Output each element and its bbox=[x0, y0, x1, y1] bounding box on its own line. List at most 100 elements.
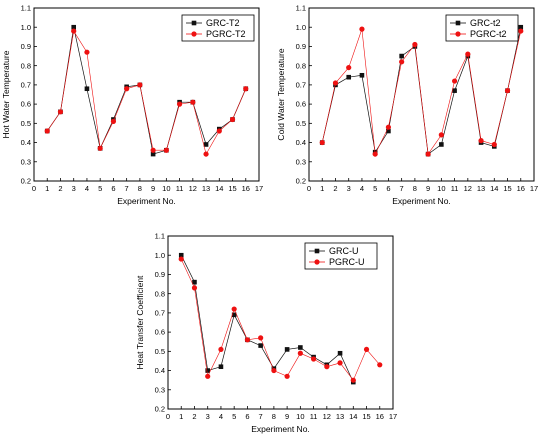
x-tick-label: 11 bbox=[451, 184, 459, 193]
x-tick-label: 15 bbox=[362, 412, 370, 421]
y-tick-label: 1.1 bbox=[21, 4, 31, 13]
series-PGRC-U bbox=[178, 256, 383, 383]
x-tick-label: 17 bbox=[389, 412, 397, 421]
data-point bbox=[137, 82, 143, 88]
x-tick-label: 2 bbox=[58, 184, 62, 193]
data-point bbox=[218, 364, 224, 370]
data-point bbox=[243, 86, 249, 92]
legend-marker bbox=[191, 31, 197, 37]
data-point bbox=[178, 256, 184, 262]
y-tick-label: 0.8 bbox=[155, 289, 165, 298]
data-point bbox=[218, 346, 224, 353]
data-point bbox=[346, 74, 352, 80]
x-tick-label: 4 bbox=[219, 412, 223, 421]
data-point bbox=[192, 279, 197, 285]
x-tick-label: 5 bbox=[98, 184, 102, 193]
x-tick-label: 6 bbox=[245, 412, 249, 421]
data-point bbox=[399, 53, 404, 59]
data-point bbox=[518, 28, 524, 34]
x-tick-label: 12 bbox=[189, 184, 197, 193]
x-tick-label: 4 bbox=[85, 184, 89, 193]
data-point bbox=[176, 101, 183, 107]
x-tick-label: 10 bbox=[296, 412, 304, 421]
legend-label: GRC-T2 bbox=[206, 18, 240, 28]
x-tick-label: 12 bbox=[464, 184, 472, 193]
data-point bbox=[518, 24, 524, 30]
chart-1: 0 1 2 3 4 5 6 7 8 9 10 11 12 13 14 15 16 170.20.30.40.50.… bbox=[1, 4, 263, 206]
series-GRC-t2 bbox=[319, 24, 524, 157]
data-point bbox=[258, 343, 263, 348]
legend-label: PGRC-U bbox=[329, 257, 365, 267]
x-tick-label: 8 bbox=[413, 184, 417, 193]
x-tick-label: 1 bbox=[320, 184, 324, 193]
data-point bbox=[97, 145, 103, 151]
x-tick-label: 0 bbox=[32, 184, 36, 193]
y-tick-label: 1.0 bbox=[155, 251, 165, 260]
data-point bbox=[504, 88, 511, 94]
y-tick-label: 0.4 bbox=[21, 138, 31, 147]
legend-box bbox=[304, 242, 378, 270]
legend-label: PGRC-T2 bbox=[206, 29, 246, 39]
y-tick-label: 1.0 bbox=[296, 23, 306, 32]
legend-box bbox=[445, 14, 519, 42]
y-tick-label: 0.3 bbox=[155, 385, 165, 394]
y-tick-label: 1.1 bbox=[296, 4, 306, 13]
data-point bbox=[439, 142, 444, 147]
legend-label: GRC-U bbox=[329, 246, 359, 256]
x-tick-label: 12 bbox=[323, 412, 331, 421]
x-axis-label: Experiment No. bbox=[117, 196, 176, 206]
data-point bbox=[359, 26, 365, 32]
y-tick-label: 0.2 bbox=[155, 405, 165, 414]
x-tick-label: 3 bbox=[72, 184, 76, 193]
legend-marker bbox=[314, 259, 320, 265]
data-point bbox=[451, 78, 458, 84]
data-point bbox=[465, 51, 471, 57]
data-point bbox=[298, 345, 303, 350]
x-tick-label: 3 bbox=[347, 184, 351, 193]
x-tick-label: 16 bbox=[242, 184, 250, 193]
data-point bbox=[57, 109, 64, 115]
y-tick-label: 0.9 bbox=[296, 42, 306, 51]
data-point bbox=[258, 335, 264, 341]
x-tick-label: 1 bbox=[179, 412, 183, 421]
x-tick-label: 7 bbox=[125, 184, 129, 193]
data-point bbox=[44, 128, 50, 134]
y-tick-label: 0.8 bbox=[21, 61, 31, 70]
data-point bbox=[385, 124, 392, 130]
data-point bbox=[205, 368, 211, 373]
data-point bbox=[399, 59, 405, 65]
y-tick-label: 0.6 bbox=[296, 100, 306, 109]
data-point bbox=[425, 151, 431, 157]
y-axis-label: Heat Transfer Coefficient bbox=[135, 275, 145, 369]
y-tick-label: 1.0 bbox=[21, 23, 31, 32]
y-tick-label: 0.5 bbox=[21, 119, 31, 128]
series-PGRC-t2 bbox=[319, 26, 524, 157]
chart-2: 0 1 2 3 4 5 6 7 8 9 10 11 12 13 14 15 16 170.20.30.40.50.… bbox=[276, 4, 538, 206]
plot-frame bbox=[308, 7, 535, 182]
series-PGRC-T2 bbox=[44, 28, 249, 157]
x-tick-label: 16 bbox=[376, 412, 384, 421]
series-line bbox=[321, 29, 522, 156]
series-line bbox=[180, 258, 381, 381]
x-tick-label: 13 bbox=[477, 184, 485, 193]
chart-3: 0 1 2 3 4 5 6 7 8 9 10 11 12 13 14 15 16 170.20.30.40.50.… bbox=[135, 232, 397, 434]
series-line bbox=[46, 27, 247, 155]
y-tick-label: 0.2 bbox=[296, 177, 306, 186]
data-point bbox=[337, 350, 343, 356]
x-tick-label: 2 bbox=[192, 412, 196, 421]
x-axis-label: Experiment No. bbox=[392, 196, 451, 206]
y-tick-label: 0.5 bbox=[155, 347, 165, 356]
legend-box bbox=[181, 14, 255, 42]
x-tick-label: 13 bbox=[202, 184, 210, 193]
y-tick-label: 0.4 bbox=[296, 138, 306, 147]
x-tick-label: 7 bbox=[400, 184, 404, 193]
data-point bbox=[491, 141, 497, 148]
x-tick-label: 13 bbox=[336, 412, 344, 421]
data-point bbox=[346, 64, 352, 71]
legend-label: GRC-t2 bbox=[470, 18, 501, 28]
y-tick-label: 0.7 bbox=[21, 80, 31, 89]
y-tick-label: 0.6 bbox=[155, 328, 165, 337]
x-tick-label: 8 bbox=[138, 184, 142, 193]
